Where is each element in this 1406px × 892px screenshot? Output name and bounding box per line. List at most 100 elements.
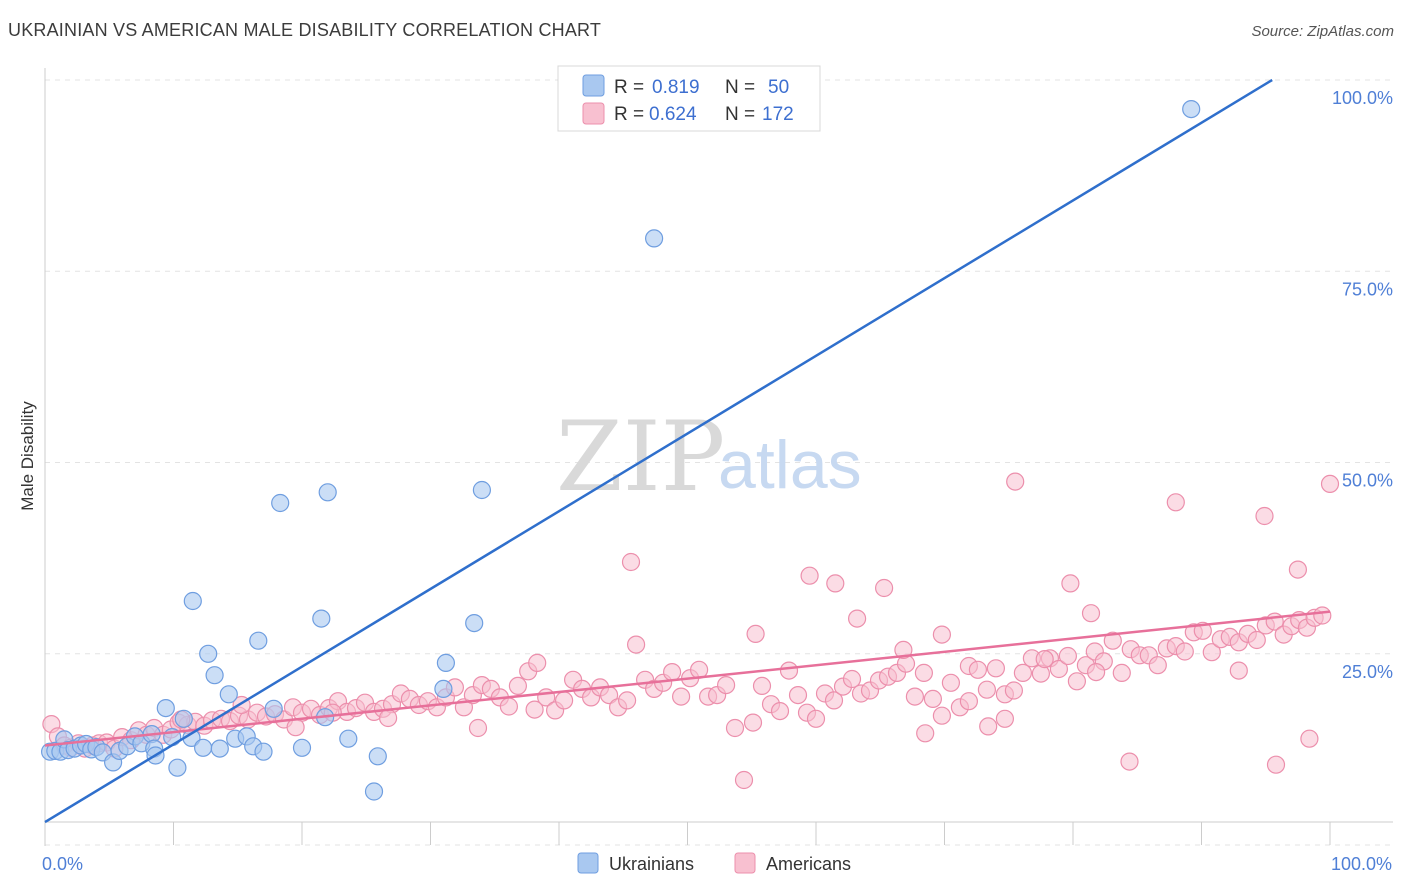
ukrainians-point-46 bbox=[465, 613, 484, 633]
americans-point-145 bbox=[1313, 606, 1332, 625]
americans-point-152 bbox=[525, 700, 544, 719]
ukrainians-point-42 bbox=[364, 782, 384, 801]
americans-point-108 bbox=[986, 659, 1006, 678]
x-axis-ticks bbox=[44, 822, 1331, 845]
americans-point-161 bbox=[932, 625, 952, 644]
americans-point-79 bbox=[725, 718, 745, 738]
americans-point-150 bbox=[379, 708, 398, 728]
ukrainians-point-21 bbox=[168, 758, 187, 777]
legend-r-label-ukrainians: R = bbox=[614, 77, 644, 98]
ukrainians-point-44 bbox=[434, 679, 453, 699]
ukrainians-point-26 bbox=[199, 644, 218, 663]
ukrainians-point-27 bbox=[210, 739, 229, 758]
y-tick-labels: 25.0% 50.0% 75.0% 100.0% bbox=[1332, 88, 1393, 682]
legend-r-value-americans: 0.624 bbox=[649, 104, 697, 125]
x-tick-label-max: 100.0% bbox=[1331, 854, 1392, 874]
ukrainians-point-47 bbox=[472, 480, 491, 500]
americans-point-156 bbox=[826, 574, 845, 593]
ukrainians-point-43 bbox=[368, 747, 387, 766]
ukrainians-point-37 bbox=[292, 738, 312, 757]
ukrainians-point-35 bbox=[264, 699, 283, 718]
americans-point-111 bbox=[1013, 663, 1033, 683]
ukrainians-trend-line bbox=[44, 78, 1273, 824]
bottom-legend-label-ukrainians: Ukrainians bbox=[609, 854, 694, 874]
trend-lines bbox=[44, 78, 1331, 824]
x-tick-label-min: 0.0% bbox=[42, 854, 83, 874]
americans-point-73 bbox=[671, 687, 691, 706]
americans-point-129 bbox=[1175, 642, 1194, 661]
ukrainians-point-28 bbox=[205, 666, 224, 685]
americans-point-158 bbox=[874, 578, 894, 598]
chart-title: UKRAINIAN VS AMERICAN MALE DISABILITY CO… bbox=[8, 20, 602, 40]
americans-point-102 bbox=[932, 706, 952, 725]
americans-point-82 bbox=[752, 676, 772, 696]
americans-point-169 bbox=[1086, 662, 1106, 682]
americans-point-172 bbox=[1229, 661, 1248, 680]
legend-n-value-americans: 172 bbox=[762, 104, 794, 125]
americans-point-103 bbox=[941, 673, 961, 692]
legend-n-value-ukrainians: 50 bbox=[768, 77, 789, 98]
americans-point-84 bbox=[770, 701, 790, 721]
americans-point-173 bbox=[1255, 506, 1274, 526]
americans-point-151 bbox=[468, 718, 488, 738]
americans-point-162 bbox=[959, 692, 979, 711]
bottom-legend-label-americans: Americans bbox=[766, 854, 851, 874]
ukrainians-point-29 bbox=[219, 685, 238, 704]
bottom-legend-swatch-ukrainians bbox=[577, 852, 599, 874]
y-tick-label-100: 100.0% bbox=[1332, 88, 1393, 108]
americans-point-174 bbox=[1266, 755, 1286, 774]
americans-point-80 bbox=[734, 770, 754, 790]
ukrainians-point-45 bbox=[436, 653, 455, 673]
americans-point-60 bbox=[554, 691, 574, 710]
legend-swatch-ukrainians bbox=[582, 74, 605, 97]
ukrainians-point-33 bbox=[249, 631, 268, 650]
americans-point-115 bbox=[1049, 659, 1069, 679]
americans-point-159 bbox=[894, 640, 913, 660]
americans-point-100 bbox=[914, 663, 934, 683]
americans-point-54 bbox=[499, 697, 518, 716]
americans-point-170 bbox=[1120, 752, 1139, 771]
americans-point-176 bbox=[1300, 729, 1319, 748]
bottom-legend-swatch-americans bbox=[734, 852, 756, 874]
legend-r-label-americans: R = bbox=[614, 104, 644, 125]
americans-point-90 bbox=[824, 691, 844, 710]
americans-point-153 bbox=[621, 552, 641, 572]
americans-points bbox=[42, 472, 1340, 790]
americans-point-99 bbox=[905, 687, 925, 706]
americans-point-155 bbox=[800, 566, 819, 585]
bottom-legend: Ukrainians Americans bbox=[577, 852, 851, 874]
americans-point-88 bbox=[806, 709, 826, 728]
americans-point-164 bbox=[995, 709, 1015, 728]
legend-box: R = 0.819 N = 50 R = 0.624 N = 172 bbox=[557, 65, 821, 132]
americans-point-85 bbox=[779, 661, 799, 680]
americans-point-121 bbox=[1103, 631, 1122, 650]
legend-n-label-ukrainians: N = bbox=[725, 77, 755, 98]
americans-point-72 bbox=[662, 662, 682, 682]
americans-point-101 bbox=[923, 689, 943, 709]
legend-swatch-americans bbox=[582, 102, 605, 125]
y-axis-title: Male Disability bbox=[18, 401, 37, 511]
ukrainians-point-25 bbox=[194, 738, 213, 757]
americans-point-116 bbox=[1058, 646, 1078, 666]
watermark-atlas: atlas bbox=[718, 427, 862, 503]
americans-point-163 bbox=[979, 717, 998, 736]
source-credit: Source: ZipAtlas.com bbox=[1251, 23, 1394, 40]
americans-point-78 bbox=[716, 675, 736, 695]
legend-n-label-americans: N = bbox=[725, 104, 755, 125]
americans-point-177 bbox=[1320, 474, 1340, 493]
americans-point-68 bbox=[626, 635, 646, 654]
americans-point-86 bbox=[788, 685, 808, 705]
americans-point-126 bbox=[1148, 656, 1167, 675]
americans-point-81 bbox=[743, 713, 763, 732]
ukrainians-point-22 bbox=[174, 709, 193, 728]
ukrainians-point-38 bbox=[312, 609, 331, 628]
americans-point-106 bbox=[968, 660, 988, 679]
americans-point-168 bbox=[1081, 604, 1101, 623]
americans-point-57 bbox=[528, 653, 547, 673]
americans-point-67 bbox=[617, 691, 637, 710]
ukrainians-point-40 bbox=[318, 483, 337, 502]
americans-point-122 bbox=[1112, 663, 1131, 683]
americans-point-55 bbox=[508, 676, 528, 696]
legend-r-value-ukrainians: 0.819 bbox=[652, 77, 700, 98]
americans-point-171 bbox=[1166, 493, 1185, 512]
